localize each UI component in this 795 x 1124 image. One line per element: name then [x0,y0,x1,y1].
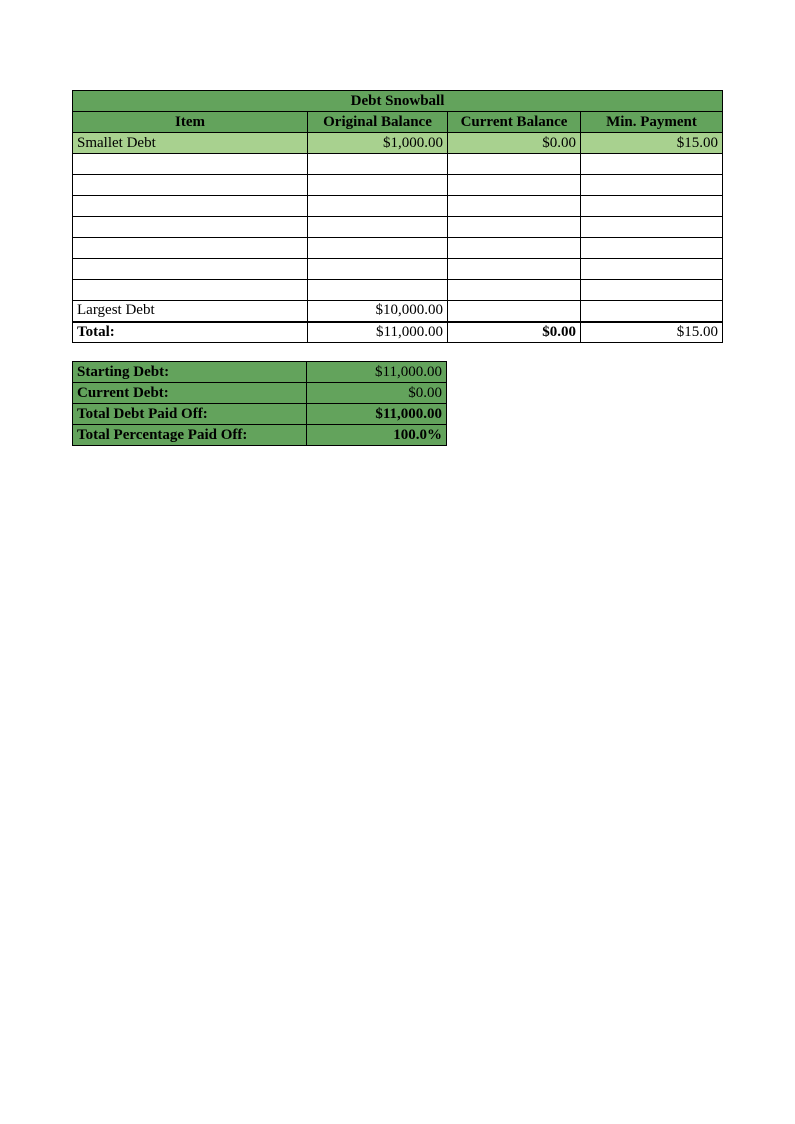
summary-value: $11,000.00 [307,404,447,425]
summary-row: Current Debt: $0.00 [73,383,447,404]
summary-label: Starting Debt: [73,362,307,383]
total-row: Total: $11,000.00 $0.00 $15.00 [73,322,723,343]
summary-table: Starting Debt: $11,000.00 Current Debt: … [72,361,447,446]
total-min: $15.00 [581,322,723,343]
table-row-empty [73,175,723,196]
summary-value: 100.0% [307,425,447,446]
header-current: Current Balance [448,112,581,133]
summary-value: $0.00 [307,383,447,404]
cell-original: $10,000.00 [308,301,448,322]
table-row-empty [73,217,723,238]
cell-item: Smallet Debt [73,133,308,154]
cell-min [581,301,723,322]
summary-label: Total Debt Paid Off: [73,404,307,425]
header-row: Item Original Balance Current Balance Mi… [73,112,723,133]
title-row: Debt Snowball [73,91,723,112]
total-current: $0.00 [448,322,581,343]
cell-original: $1,000.00 [308,133,448,154]
table-title: Debt Snowball [73,91,723,112]
table-row: Smallet Debt $1,000.00 $0.00 $15.00 [73,133,723,154]
total-label: Total: [73,322,308,343]
summary-row: Starting Debt: $11,000.00 [73,362,447,383]
table-row-empty [73,238,723,259]
summary-row: Total Debt Paid Off: $11,000.00 [73,404,447,425]
table-row-empty [73,280,723,301]
header-original: Original Balance [308,112,448,133]
summary-label: Current Debt: [73,383,307,404]
cell-current: $0.00 [448,133,581,154]
cell-min: $15.00 [581,133,723,154]
summary-row: Total Percentage Paid Off: 100.0% [73,425,447,446]
header-min: Min. Payment [581,112,723,133]
summary-label: Total Percentage Paid Off: [73,425,307,446]
total-original: $11,000.00 [308,322,448,343]
cell-current [448,301,581,322]
cell-item: Largest Debt [73,301,308,322]
table-row-empty [73,259,723,280]
table-row: Largest Debt $10,000.00 [73,301,723,322]
table-row-empty [73,154,723,175]
summary-value: $11,000.00 [307,362,447,383]
header-item: Item [73,112,308,133]
table-row-empty [73,196,723,217]
debt-snowball-table: Debt Snowball Item Original Balance Curr… [72,90,723,343]
